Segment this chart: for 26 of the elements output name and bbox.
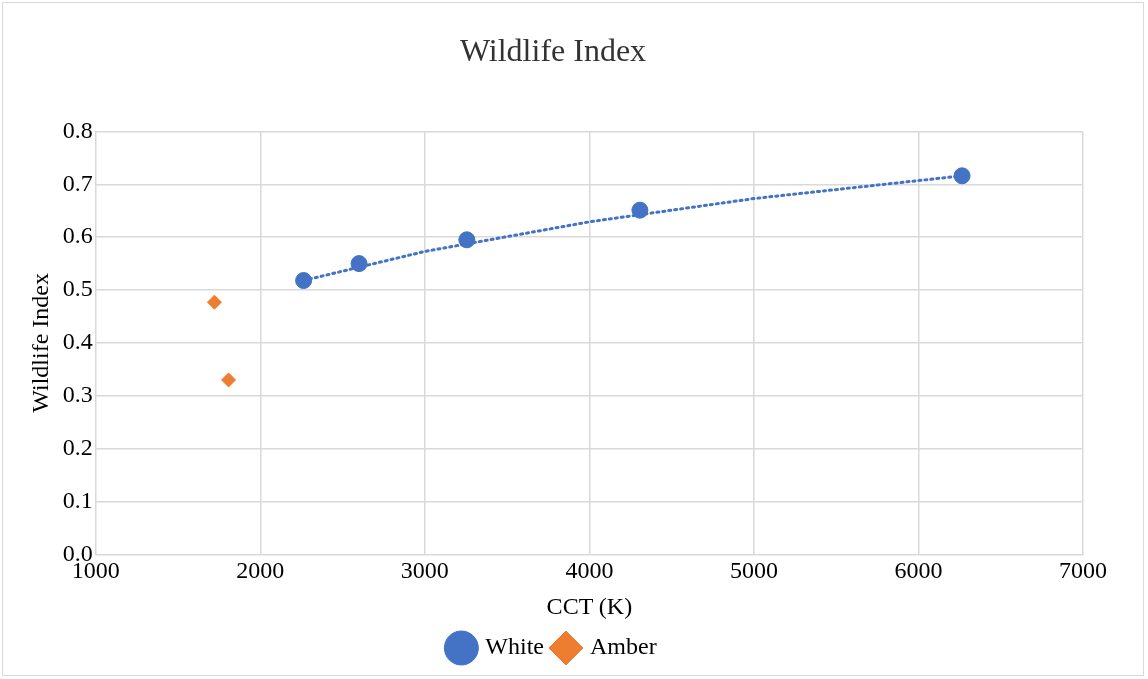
x-tick-label: 6000	[894, 557, 943, 584]
y-tick-label: 0.1	[62, 486, 93, 513]
y-tick-label: 0.4	[62, 328, 93, 355]
y-tick-label: 0.2	[62, 433, 93, 460]
point	[350, 255, 368, 273]
point	[295, 272, 313, 290]
y-tick-label: 0.6	[62, 222, 93, 249]
point	[953, 167, 971, 185]
x-tick-label: 7000	[1059, 557, 1107, 584]
legend-label: White	[485, 633, 544, 660]
x-tick-label: 5000	[729, 557, 778, 584]
point	[458, 231, 476, 249]
x-tick-label: 2000	[236, 557, 285, 584]
y-tick-label: 0.7	[62, 169, 93, 196]
y-tick-label: 0.5	[62, 275, 93, 302]
legend-label: Amber	[590, 633, 657, 660]
y-tick-label: 0.8	[62, 116, 93, 143]
point	[221, 372, 237, 388]
x-tick-label: 3000	[400, 557, 449, 584]
y-tick-label: 0.3	[62, 381, 93, 408]
y-axis-title: Wildlife Index	[26, 273, 53, 413]
point	[206, 294, 222, 310]
x-axis-title: CCT (K)	[546, 592, 633, 619]
chart-title: Wildlife Index	[459, 31, 647, 68]
x-tick-label: 4000	[565, 557, 614, 584]
point	[631, 201, 649, 219]
